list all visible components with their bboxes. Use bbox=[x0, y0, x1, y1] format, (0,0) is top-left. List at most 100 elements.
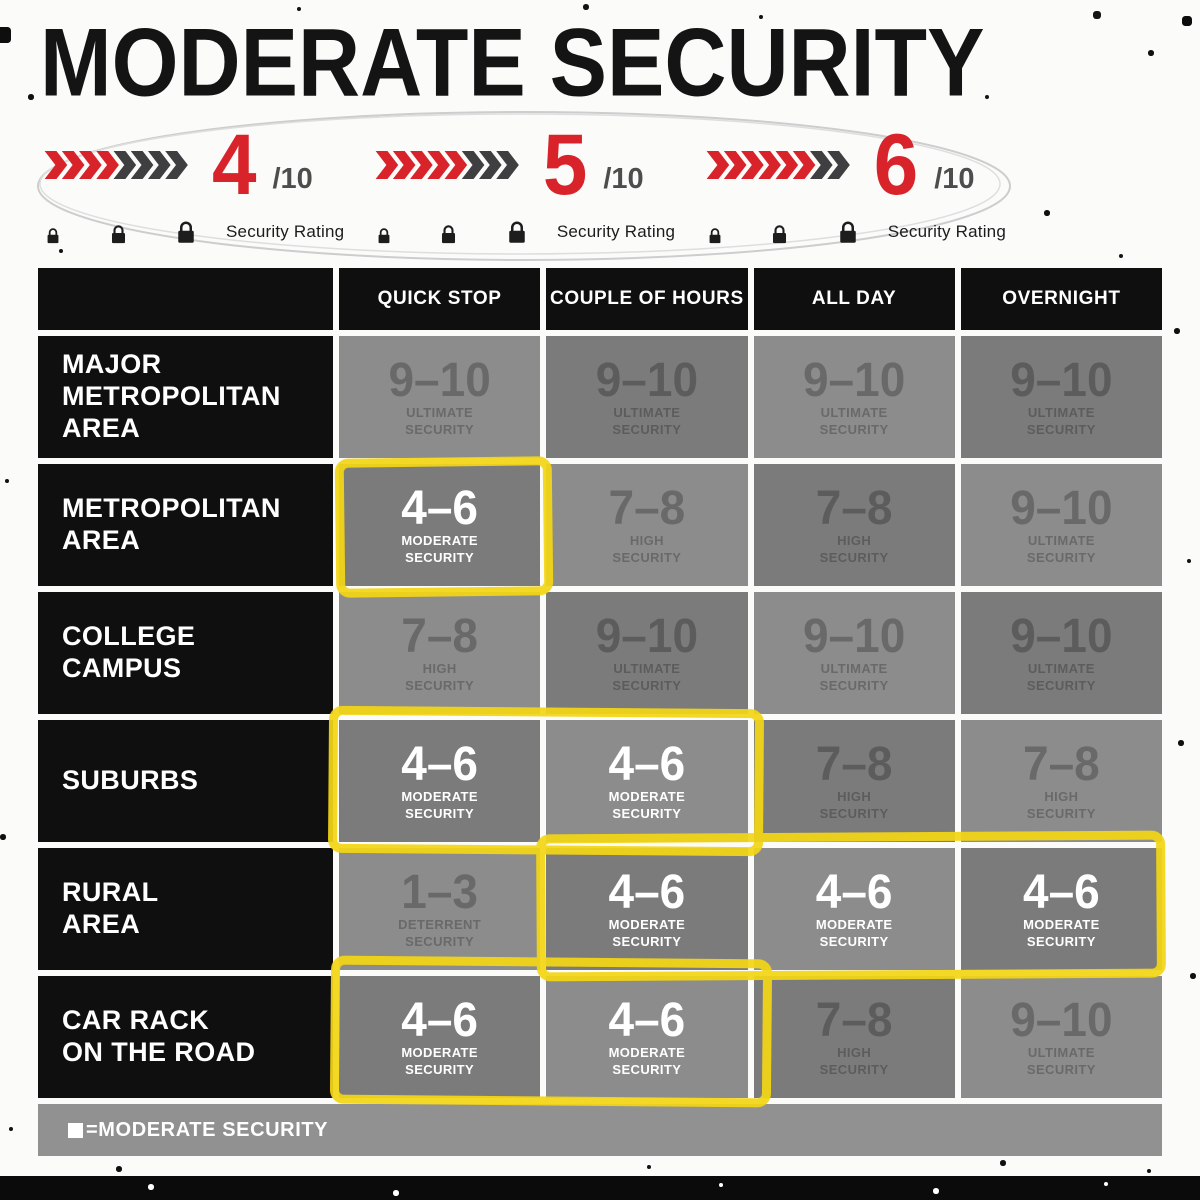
row-label-rural-area: RURAL AREA bbox=[38, 848, 333, 970]
table-corner-cell bbox=[38, 268, 333, 330]
cell-range-value: 4–6 bbox=[401, 735, 478, 791]
cell-security-level: ULTIMATE SECURITY bbox=[819, 661, 889, 693]
row-label-car-rack-on-the-road: CAR RACK ON THE ROAD bbox=[38, 976, 333, 1098]
cell-security-level: ULTIMATE SECURITY bbox=[819, 405, 889, 437]
cell-range-value: 7–8 bbox=[608, 479, 686, 535]
cell-range-value: 7–8 bbox=[401, 607, 478, 663]
padlock-icon bbox=[839, 221, 856, 243]
cell-range-value: 7–8 bbox=[1023, 735, 1100, 791]
security-matrix-table: QUICK STOP COUPLE OF HOURS ALL DAY OVERN… bbox=[38, 268, 1162, 1098]
rating-denominator: /10 bbox=[272, 162, 313, 195]
cell-range-value: 4–6 bbox=[401, 479, 478, 535]
moderate-swatch-icon bbox=[68, 1122, 83, 1138]
padlock-icons bbox=[44, 220, 196, 245]
padlock-icons bbox=[375, 220, 527, 245]
cell-security-level: ULTIMATE SECURITY bbox=[1026, 661, 1096, 693]
table-cell: 7–8 HIGH SECURITY bbox=[960, 720, 1162, 842]
row-label-suburbs: SUBURBS bbox=[38, 720, 333, 842]
table-cell: 4–6 MODERATE SECURITY bbox=[960, 848, 1162, 970]
cell-range-value: 9–10 bbox=[388, 351, 491, 407]
cell-range-value: 9–10 bbox=[802, 351, 906, 407]
bottom-border-bar bbox=[0, 1176, 1200, 1200]
rating-score: 4 bbox=[212, 116, 257, 213]
padlock-icon bbox=[378, 227, 390, 243]
table-cell: 9–10 ULTIMATE SECURITY bbox=[960, 336, 1162, 458]
table-cell: 9–10 ULTIMATE SECURITY bbox=[960, 464, 1162, 586]
padlock-icons bbox=[706, 220, 858, 245]
cell-range-value: 1–3 bbox=[401, 863, 478, 919]
cell-security-level: ULTIMATE SECURITY bbox=[1026, 1045, 1096, 1077]
table-cell: 4–6 MODERATE SECURITY bbox=[546, 848, 748, 970]
column-header-quick-stop: QUICK STOP bbox=[339, 268, 541, 330]
cell-range-value: 4–6 bbox=[608, 735, 686, 791]
rating-score: 6 bbox=[873, 116, 919, 213]
cell-range-value: 4–6 bbox=[608, 991, 686, 1047]
speckle-texture bbox=[0, 1176, 2, 1178]
table-cell: 7–8 HIGH SECURITY bbox=[753, 720, 955, 842]
cell-range-value: 4–6 bbox=[1023, 863, 1100, 919]
legend-label: =MODERATE SECURITY bbox=[86, 1118, 329, 1141]
table-cell: 4–6 MODERATE SECURITY bbox=[339, 976, 541, 1098]
cell-security-level: ULTIMATE SECURITY bbox=[612, 661, 682, 693]
cell-security-level: MODERATE SECURITY bbox=[401, 1045, 478, 1077]
table-cell: 7–8 HIGH SECURITY bbox=[546, 464, 748, 586]
rating-denominator: /10 bbox=[603, 162, 644, 195]
padlock-icon bbox=[442, 224, 456, 243]
cell-security-level: MODERATE SECURITY bbox=[608, 917, 686, 949]
table-cell: 4–6 MODERATE SECURITY bbox=[339, 464, 541, 586]
cell-range-value: 9–10 bbox=[1010, 991, 1113, 1047]
cell-security-level: MODERATE SECURITY bbox=[401, 789, 478, 821]
table-cell: 7–8 HIGH SECURITY bbox=[753, 976, 955, 1098]
table-cell: 9–10 ULTIMATE SECURITY bbox=[339, 336, 541, 458]
cell-range-value: 4–6 bbox=[608, 863, 686, 919]
chevron-meter-icon bbox=[706, 150, 850, 179]
cell-security-level: MODERATE SECURITY bbox=[815, 917, 893, 949]
cell-security-level: ULTIMATE SECURITY bbox=[1026, 533, 1096, 565]
cell-security-level: ULTIMATE SECURITY bbox=[405, 405, 475, 437]
rating-label: Security Rating bbox=[556, 222, 676, 242]
table-cell: 1–3 DETERRENT SECURITY bbox=[339, 848, 541, 970]
column-header-couple-of-hours: COUPLE OF HOURS bbox=[546, 268, 748, 330]
rating-denominator: /10 bbox=[934, 162, 975, 195]
table-cell: 9–10 ULTIMATE SECURITY bbox=[753, 336, 955, 458]
cell-security-level: MODERATE SECURITY bbox=[1023, 917, 1100, 949]
padlock-icon bbox=[709, 227, 721, 243]
rating-score: 5 bbox=[542, 116, 588, 213]
table-cell: 4–6 MODERATE SECURITY bbox=[546, 976, 748, 1098]
speckle-texture bbox=[0, 0, 2, 2]
page-title: MODERATE SECURITY bbox=[40, 9, 985, 117]
cell-security-level: MODERATE SECURITY bbox=[608, 1045, 686, 1077]
column-header-overnight: OVERNIGHT bbox=[960, 268, 1162, 330]
table-cell: 4–6 MODERATE SECURITY bbox=[753, 848, 955, 970]
cell-security-level: HIGH SECURITY bbox=[1026, 789, 1096, 821]
table-cell: 4–6 MODERATE SECURITY bbox=[339, 720, 541, 842]
table-cell: 7–8 HIGH SECURITY bbox=[339, 592, 541, 714]
padlock-icon bbox=[111, 224, 125, 243]
cell-range-value: 7–8 bbox=[815, 991, 893, 1047]
cell-security-level: MODERATE SECURITY bbox=[401, 533, 478, 565]
cell-security-level: HIGH SECURITY bbox=[819, 789, 889, 821]
table-cell: 9–10 ULTIMATE SECURITY bbox=[960, 592, 1162, 714]
chevron-meter-icon bbox=[44, 150, 188, 179]
cell-security-level: HIGH SECURITY bbox=[819, 533, 889, 565]
chevron-meter-icon bbox=[375, 150, 519, 179]
cell-security-level: HIGH SECURITY bbox=[612, 533, 682, 565]
cell-range-value: 9–10 bbox=[1010, 479, 1113, 535]
cell-security-level: ULTIMATE SECURITY bbox=[1026, 405, 1096, 437]
row-label-college-campus: COLLEGE CAMPUS bbox=[38, 592, 333, 714]
table-cell: 9–10 ULTIMATE SECURITY bbox=[960, 976, 1162, 1098]
table-cell: 4–6 MODERATE SECURITY bbox=[546, 720, 748, 842]
rating-label: Security Rating bbox=[226, 222, 345, 242]
cell-range-value: 9–10 bbox=[595, 607, 699, 663]
security-rating-5: 5 /10 Security Rating bbox=[375, 116, 676, 245]
table-cell: 9–10 ULTIMATE SECURITY bbox=[546, 592, 748, 714]
padlock-icon bbox=[178, 221, 194, 243]
security-ratings-band: 4 /10 Security Rating 5 bbox=[44, 116, 1006, 245]
padlock-icon bbox=[773, 224, 787, 243]
security-rating-4: 4 /10 Security Rating bbox=[44, 116, 345, 245]
cell-range-value: 9–10 bbox=[595, 351, 699, 407]
security-rating-6: 6 /10 Security Rating bbox=[706, 116, 1006, 245]
cell-range-value: 9–10 bbox=[1010, 607, 1113, 663]
padlock-icon bbox=[509, 221, 525, 243]
rating-label: Security Rating bbox=[887, 222, 1006, 242]
